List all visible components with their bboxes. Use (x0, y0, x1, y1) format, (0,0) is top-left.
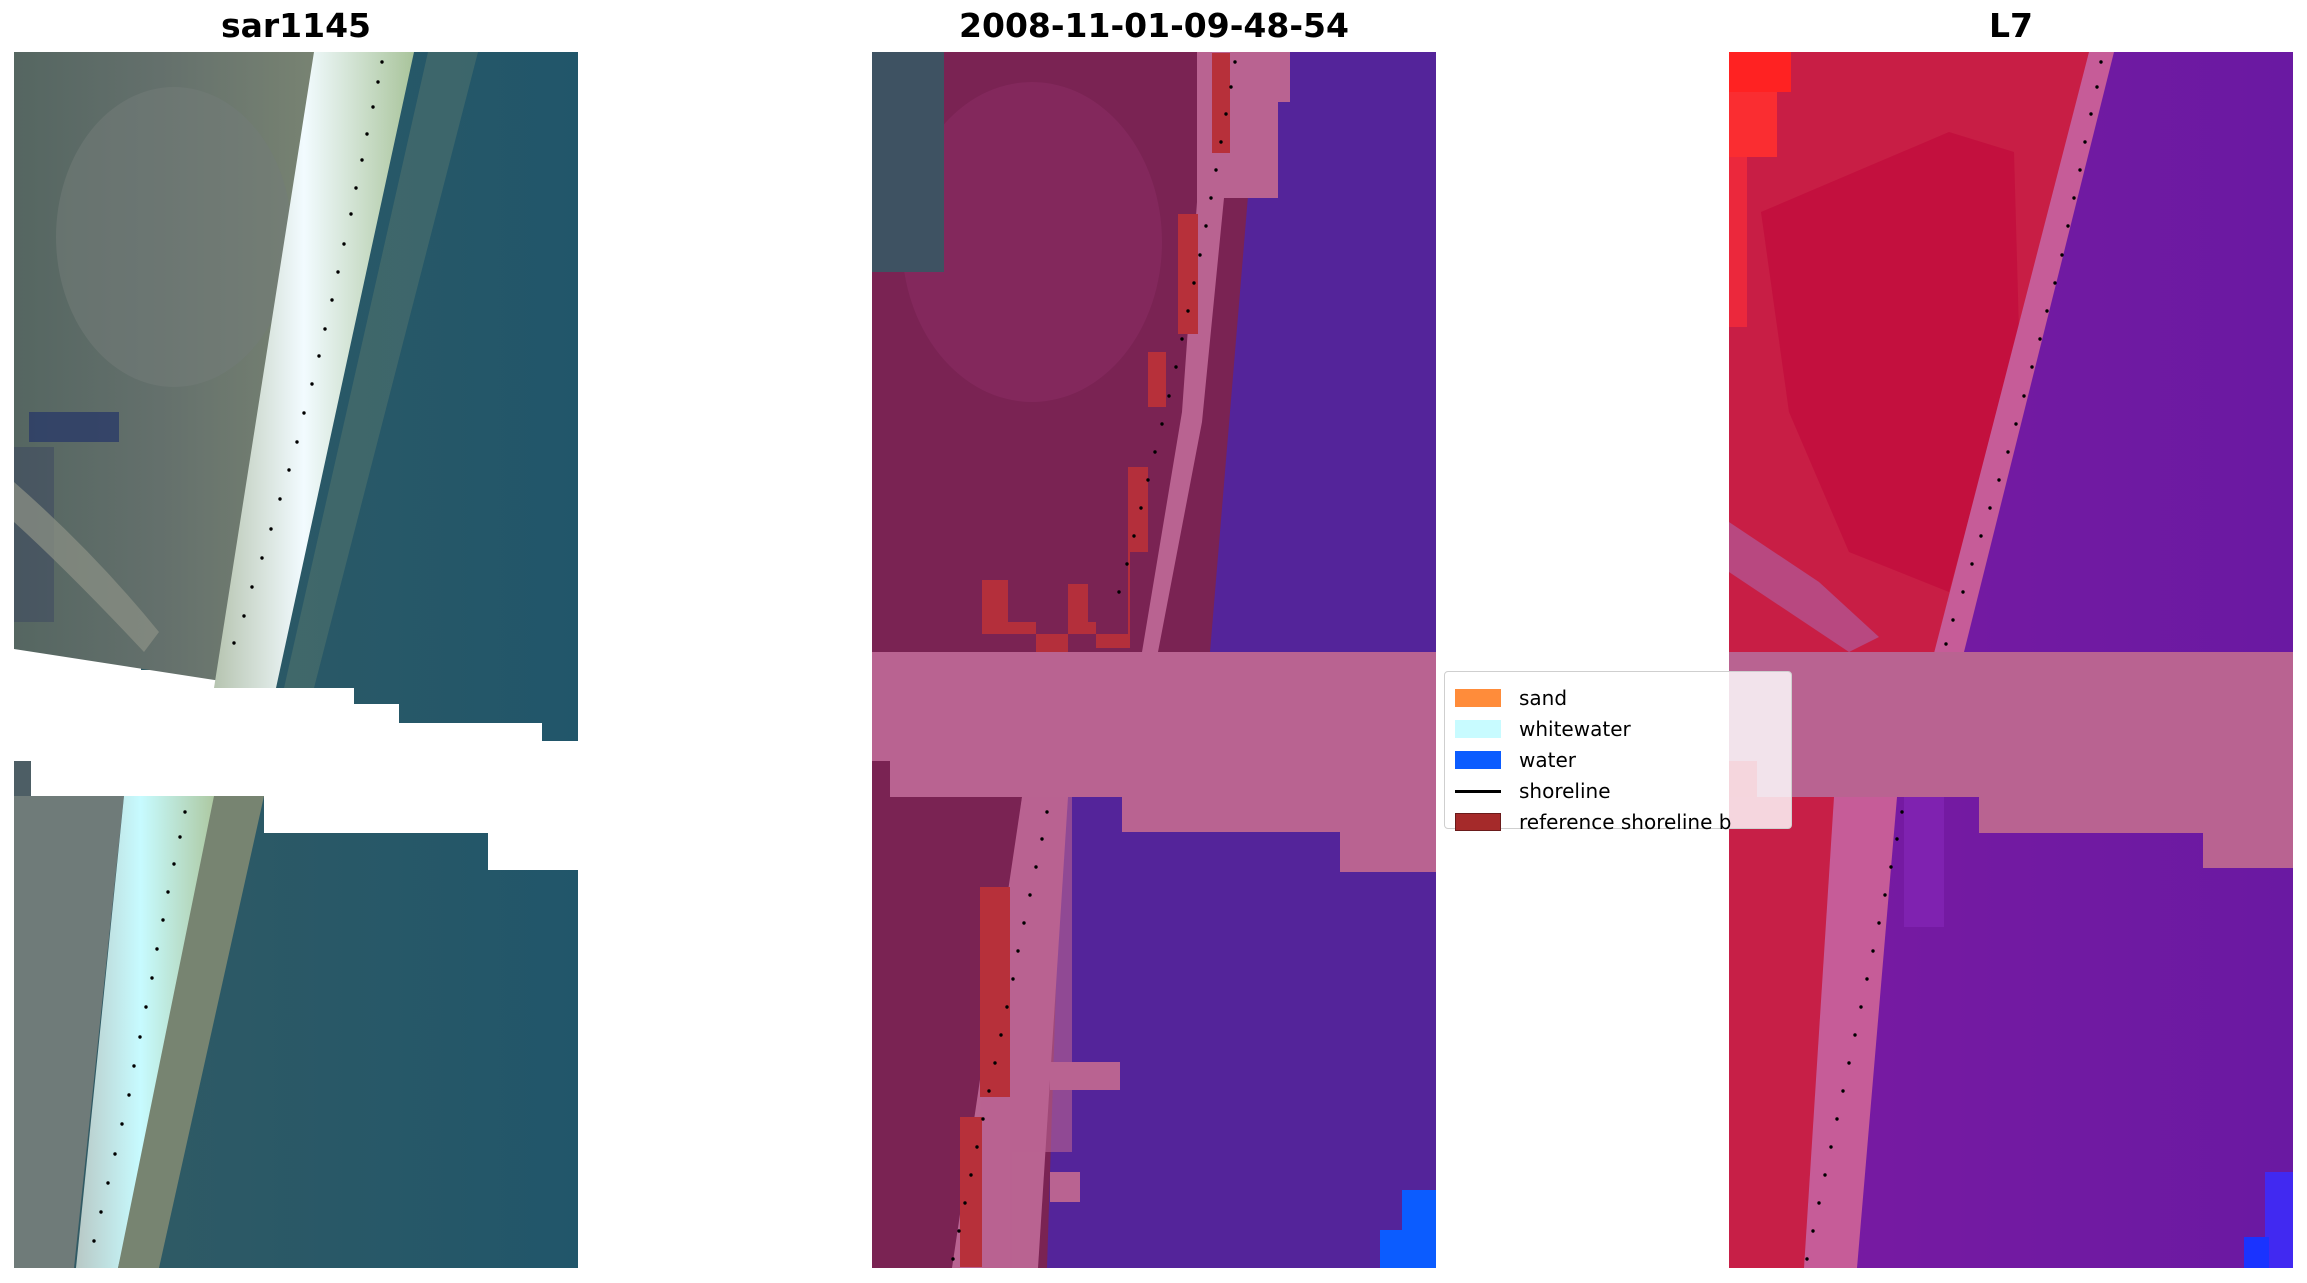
classified-image-panel (872, 52, 1436, 1268)
l7-image-panel (1729, 52, 2293, 1268)
legend-item-sand: sand (1455, 685, 1567, 711)
legend-item-water: water (1455, 747, 1576, 773)
legend-label-sand: sand (1519, 686, 1568, 710)
l7-image (1729, 52, 2293, 1268)
reference-shoreline-swatch (1455, 813, 1501, 831)
whitewater-swatch (1455, 720, 1501, 738)
right-panel-title: L7 (1989, 6, 2033, 45)
legend-label-whitewater: whitewater (1519, 717, 1631, 741)
legend-label-shoreline: shoreline (1519, 779, 1611, 803)
shoreline-dots (92, 60, 384, 1243)
shoreline-line-swatch (1455, 789, 1501, 793)
shoreline-dots (1805, 60, 2103, 1261)
left-panel-title: sar1145 (220, 6, 372, 45)
legend: sand whitewater water shoreline referenc… (1444, 671, 1792, 834)
legend-item-shoreline: shoreline (1455, 778, 1611, 804)
rgb-image (14, 52, 578, 1268)
classified-image (872, 52, 1436, 1268)
sand-swatch (1455, 689, 1501, 707)
water-swatch (1455, 751, 1501, 769)
rgb-image-panel (14, 52, 578, 1268)
legend-item-whitewater: whitewater (1455, 716, 1631, 742)
shoreline-dots (951, 60, 1237, 1261)
middle-panel-title: 2008-11-01-09-48-54 (959, 6, 1349, 45)
legend-label-reference-shoreline: reference shoreline b (1519, 810, 1732, 834)
legend-label-water: water (1519, 748, 1576, 772)
legend-item-reference-shoreline: reference shoreline b (1455, 809, 1731, 835)
